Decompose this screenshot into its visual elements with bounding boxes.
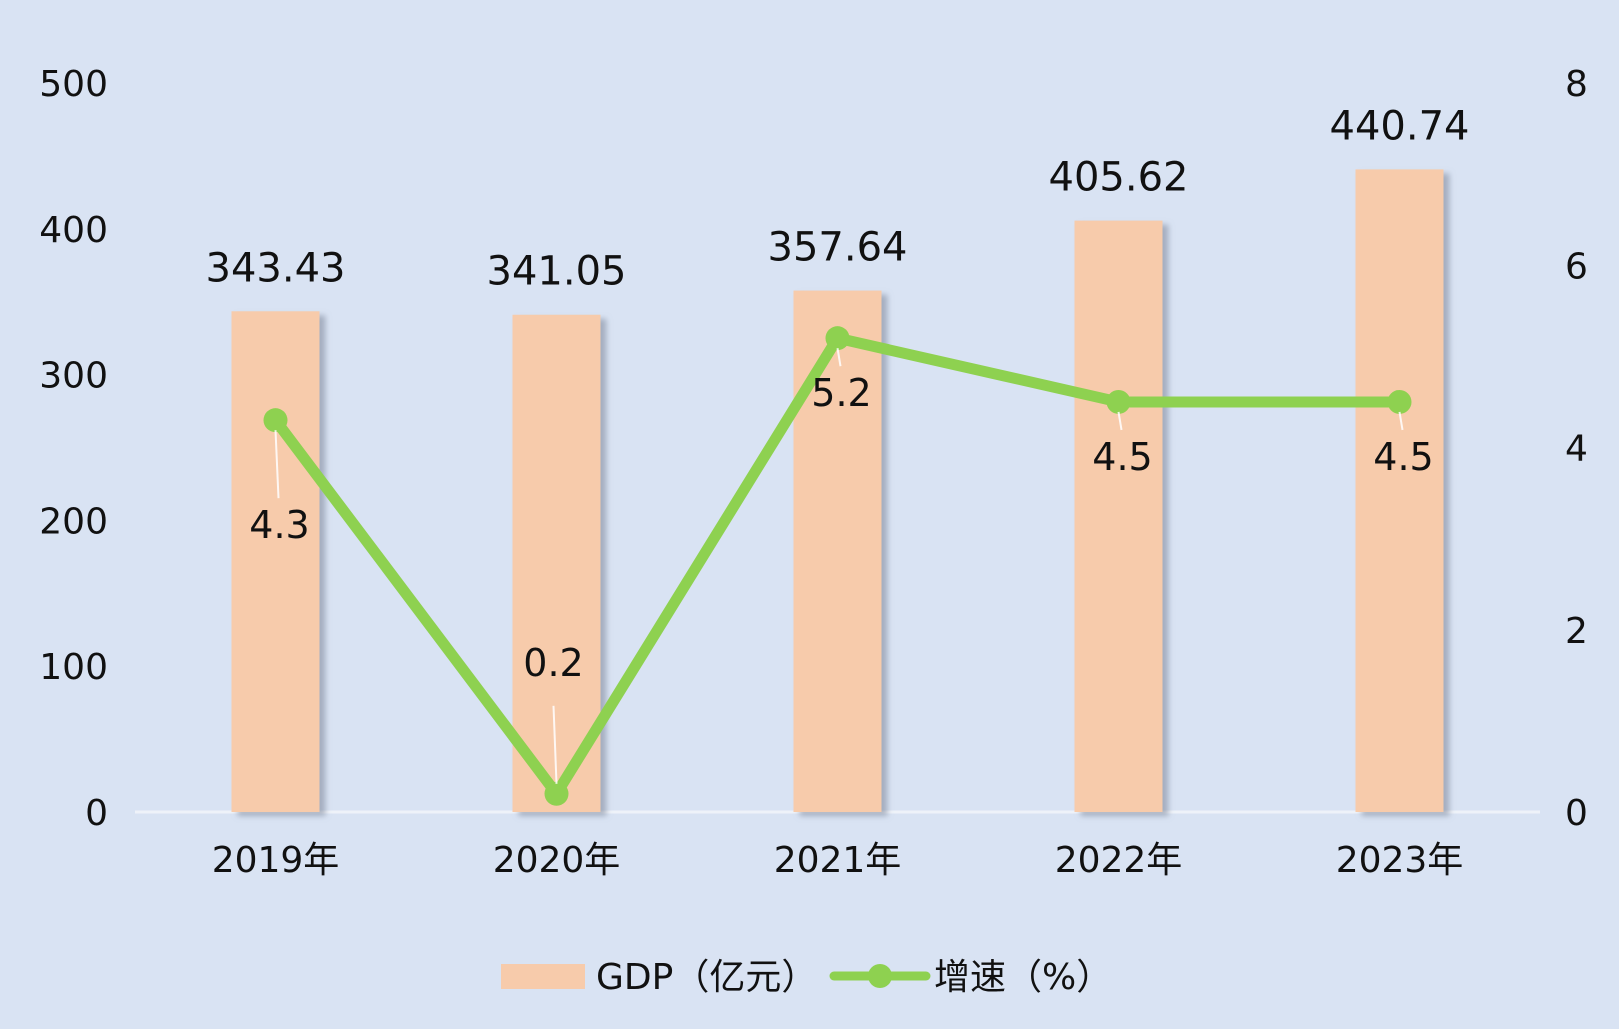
- category-label: 2022年: [1055, 840, 1183, 881]
- category-label: 2021年: [774, 840, 902, 881]
- legend-bar-label: GDP（亿元）: [596, 957, 817, 998]
- right-tick-label: 8: [1565, 64, 1588, 105]
- line-labels: 4.3 0.2 5.2 4.5 4.5: [249, 371, 1433, 685]
- line-value-label: 4.3: [249, 503, 309, 547]
- right-tick-label: 2: [1565, 611, 1588, 652]
- right-y-axis: 0 2 4 6 8: [1565, 64, 1588, 834]
- line-value-label: 4.5: [1092, 435, 1152, 479]
- line-label-leaders: [274, 347, 1404, 784]
- label-leader-line: [274, 430, 280, 499]
- legend-line-marker: [868, 964, 892, 988]
- left-tick-label: 400: [39, 210, 108, 251]
- bar-value-label: 341.05: [487, 249, 627, 295]
- line-value-label: 0.2: [523, 641, 583, 685]
- category-label: 2020年: [493, 840, 621, 881]
- line-value-label: 5.2: [811, 371, 871, 415]
- category-label: 2023年: [1336, 840, 1464, 881]
- legend: GDP（亿元） 增速（%）: [501, 957, 1112, 998]
- bar-value-label: 440.74: [1330, 103, 1470, 149]
- legend-line-label: 增速（%）: [934, 957, 1112, 998]
- bar-labels: 343.43 341.05 357.64 405.62 440.74: [206, 103, 1470, 294]
- bar-value-label: 357.64: [768, 225, 908, 271]
- line-series: [263, 326, 1412, 806]
- bar-series: [231, 169, 1444, 813]
- line-point: [544, 781, 569, 806]
- left-tick-label: 200: [39, 501, 108, 542]
- right-tick-label: 6: [1565, 246, 1588, 287]
- left-y-axis: 0 100 200 300 400 500: [39, 64, 108, 834]
- legend-bar-swatch: [501, 964, 585, 989]
- line-point: [825, 326, 850, 351]
- left-tick-label: 0: [85, 793, 108, 834]
- label-leader-line: [1117, 411, 1123, 431]
- bar: [231, 311, 320, 812]
- bar: [793, 290, 882, 812]
- left-tick-label: 300: [39, 356, 108, 397]
- line-point: [1106, 389, 1131, 414]
- bar: [1074, 220, 1163, 813]
- bar: [512, 314, 601, 812]
- label-leader-line: [552, 705, 558, 784]
- bar: [1355, 169, 1444, 813]
- line-point: [1387, 389, 1412, 414]
- line-value-label: 4.5: [1373, 435, 1433, 479]
- line-point: [263, 408, 288, 433]
- label-leader-line: [836, 347, 842, 367]
- left-tick-label: 100: [39, 647, 108, 688]
- x-axis-categories: 2019年 2020年 2021年 2022年 2023年: [212, 840, 1464, 881]
- right-tick-label: 0: [1565, 793, 1588, 834]
- bar-value-label: 405.62: [1049, 155, 1189, 201]
- category-label: 2019年: [212, 840, 340, 881]
- left-tick-label: 500: [39, 64, 108, 105]
- label-leader-line: [1398, 411, 1404, 431]
- bar-value-label: 343.43: [206, 245, 346, 291]
- right-tick-label: 4: [1565, 429, 1588, 470]
